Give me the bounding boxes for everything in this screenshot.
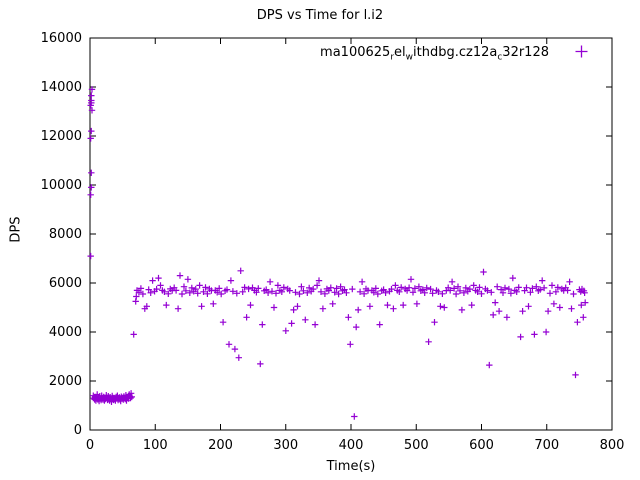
svg-text:700: 700 — [534, 438, 559, 453]
legend: ma100625relwithdbg.cz12ac32r128 — [320, 45, 588, 63]
svg-text:10000: 10000 — [41, 178, 82, 193]
svg-text:600: 600 — [469, 438, 494, 453]
svg-text:2000: 2000 — [49, 374, 82, 389]
legend-plus-marker-icon — [575, 45, 588, 62]
y-axis-label: DPS — [8, 216, 24, 243]
svg-text:12000: 12000 — [41, 129, 82, 144]
svg-text:0: 0 — [74, 423, 82, 438]
svg-text:500: 500 — [404, 438, 429, 453]
svg-text:4000: 4000 — [49, 325, 82, 340]
chart-title: DPS vs Time for l.i2 — [256, 8, 384, 23]
svg-text:8000: 8000 — [49, 227, 82, 242]
svg-text:300: 300 — [273, 438, 298, 453]
legend-label: ma100625relwithdbg.cz12ac32r128 — [320, 45, 549, 63]
svg-text:200: 200 — [208, 438, 233, 453]
svg-text:14000: 14000 — [41, 80, 82, 95]
svg-text:16000: 16000 — [41, 31, 82, 46]
svg-text:6000: 6000 — [49, 276, 82, 291]
svg-text:400: 400 — [339, 438, 364, 453]
x-axis-label: Time(s) — [326, 459, 376, 474]
svg-text:800: 800 — [600, 438, 625, 453]
svg-text:100: 100 — [143, 438, 168, 453]
svg-text:0: 0 — [86, 438, 94, 453]
